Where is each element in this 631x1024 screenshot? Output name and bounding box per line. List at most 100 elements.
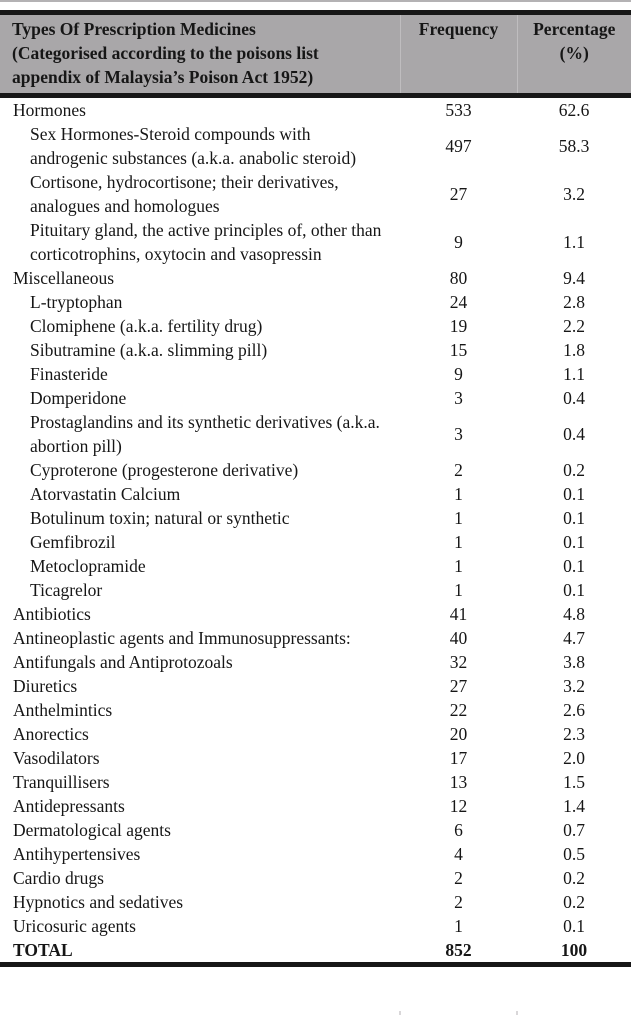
cell-type: Hypnotics and sedatives xyxy=(13,892,184,912)
column-header-types: Types Of Prescription Medicines (Categor… xyxy=(0,12,400,98)
cell-percentage: 0.2 xyxy=(563,460,585,480)
cell-type: Antineoplastic agents and Immunosuppress… xyxy=(13,628,351,648)
cell-frequency: 4 xyxy=(454,844,463,864)
cell-type: Hormones xyxy=(13,100,86,120)
table-row: Cardio drugs 2 0.2 xyxy=(0,866,631,890)
cell-frequency: 32 xyxy=(449,652,468,672)
cell-type: Dermatological agents xyxy=(13,820,171,840)
cell-type: Sex Hormones-Steroid compounds with andr… xyxy=(30,124,357,168)
cell-type: Sibutramine (a.k.a. slimming pill) xyxy=(30,340,268,360)
cell-type: Antifungals and Antiprotozoals xyxy=(13,652,233,672)
cell-type: Pituitary gland, the active principles o… xyxy=(30,220,382,264)
cell-frequency: 1 xyxy=(454,580,463,600)
cell-percentage: 2.2 xyxy=(563,316,585,336)
cell-frequency: 24 xyxy=(449,292,468,312)
cell-percentage: 9.4 xyxy=(563,268,585,288)
cell-percentage: 4.8 xyxy=(563,604,585,624)
cell-frequency: 497 xyxy=(445,136,472,156)
column-header-percentage: Percentage (%) xyxy=(516,12,631,98)
cell-percentage: 0.2 xyxy=(563,892,585,912)
cell-percentage: 0.1 xyxy=(563,508,585,528)
column-header-percentage-unit: (%) xyxy=(559,43,589,63)
cell-type: Ticagrelor xyxy=(30,580,103,600)
cell-percentage: 2.0 xyxy=(563,748,585,768)
cell-frequency: 41 xyxy=(449,604,468,624)
table-row: Hypnotics and sedatives 2 0.2 xyxy=(0,890,631,914)
cell-frequency: 27 xyxy=(449,676,468,696)
cell-frequency: 1 xyxy=(454,508,463,528)
cell-percentage: 2.6 xyxy=(563,700,585,720)
cell-type: Antibiotics xyxy=(13,604,91,624)
table-row: Vasodilators 17 2.0 xyxy=(0,746,631,770)
table-row: Antihypertensives 4 0.5 xyxy=(0,842,631,866)
cell-percentage: 1.8 xyxy=(563,340,585,360)
cell-type: Domperidone xyxy=(30,388,127,408)
table-row: Anthelmintics 22 2.6 xyxy=(0,698,631,722)
table-row: Botulinum toxin; natural or synthetic 1 … xyxy=(0,506,631,530)
cell-frequency: 9 xyxy=(454,364,463,384)
table-row: Clomiphene (a.k.a. fertility drug) 19 2.… xyxy=(0,314,631,338)
cell-type: Vasodilators xyxy=(13,748,100,768)
table-row: Cyproterone (progesterone derivative) 2 … xyxy=(0,458,631,482)
table-row: Sibutramine (a.k.a. slimming pill) 15 1.… xyxy=(0,338,631,362)
cell-frequency: 533 xyxy=(445,100,472,120)
cell-type: Cardio drugs xyxy=(13,868,104,888)
table-row: Atorvastatin Calcium 1 0.1 xyxy=(0,482,631,506)
top-hairline xyxy=(0,0,631,2)
cell-type: Anthelmintics xyxy=(13,700,113,720)
table-row: Antineoplastic agents and Immunosuppress… xyxy=(0,626,631,650)
cell-frequency: 2 xyxy=(454,868,463,888)
cell-percentage: 1.5 xyxy=(563,772,585,792)
cell-percentage: 0.2 xyxy=(563,868,585,888)
cell-frequency: 12 xyxy=(449,796,468,816)
table-row: Gemfibrozil 1 0.1 xyxy=(0,530,631,554)
table-row: Anorectics 20 2.3 xyxy=(0,722,631,746)
cell-percentage: 1.4 xyxy=(563,796,585,816)
column-header-percentage-label: Percentage xyxy=(533,19,616,39)
cell-type: Gemfibrozil xyxy=(30,532,116,552)
table-row: Cortisone, hydrocortisone; their derivat… xyxy=(0,170,631,218)
table-row: Diuretics 27 3.2 xyxy=(0,674,631,698)
column-rule-remnant-2 xyxy=(516,1011,518,1015)
cell-percentage: 100 xyxy=(560,940,588,960)
cell-frequency: 9 xyxy=(454,232,463,252)
cell-type: L-tryptophan xyxy=(30,292,123,312)
cell-frequency: 2 xyxy=(454,892,463,912)
table-row: Prostaglandins and its synthetic derivat… xyxy=(0,410,631,458)
cell-frequency: 3 xyxy=(454,424,463,444)
cell-type: Metoclopramide xyxy=(30,556,146,576)
table-row: Tranquillisers 13 1.5 xyxy=(0,770,631,794)
table-row: Antidepressants 12 1.4 xyxy=(0,794,631,818)
cell-percentage: 2.3 xyxy=(563,724,585,744)
cell-frequency: 3 xyxy=(454,388,463,408)
table-row: Hormones 533 62.6 xyxy=(0,96,631,123)
table-header: Types Of Prescription Medicines (Categor… xyxy=(0,12,631,98)
cell-percentage: 3.2 xyxy=(563,676,585,696)
table-body: Hormones 533 62.6 Sex Hormones-Steroid c… xyxy=(0,96,631,965)
cell-percentage: 0.7 xyxy=(563,820,585,840)
cell-type: Antihypertensives xyxy=(13,844,141,864)
column-header-frequency: Frequency xyxy=(399,12,517,98)
cell-percentage: 3.8 xyxy=(563,652,585,672)
cell-frequency: 20 xyxy=(449,724,468,744)
cell-type: Antidepressants xyxy=(13,796,125,816)
cell-frequency: 1 xyxy=(454,532,463,552)
cell-percentage: 0.5 xyxy=(563,844,585,864)
cell-type: TOTAL xyxy=(13,940,73,960)
cell-frequency: 1 xyxy=(454,556,463,576)
cell-frequency: 1 xyxy=(454,916,463,936)
cell-percentage: 0.4 xyxy=(563,388,585,408)
cell-type: Botulinum toxin; natural or synthetic xyxy=(30,508,290,528)
table-row: Uricosuric agents 1 0.1 xyxy=(0,914,631,938)
table-row: Dermatological agents 6 0.7 xyxy=(0,818,631,842)
cell-percentage: 58.3 xyxy=(558,136,590,156)
cell-type: Clomiphene (a.k.a. fertility drug) xyxy=(30,316,263,336)
cell-type: Miscellaneous xyxy=(13,268,115,288)
cell-frequency: 19 xyxy=(449,316,468,336)
cell-percentage: 0.4 xyxy=(563,424,585,444)
table-row: Antifungals and Antiprotozoals 32 3.8 xyxy=(0,650,631,674)
cell-type: Cyproterone (progesterone derivative) xyxy=(30,460,299,480)
cell-percentage: 4.7 xyxy=(563,628,585,648)
cell-frequency: 15 xyxy=(449,340,468,360)
